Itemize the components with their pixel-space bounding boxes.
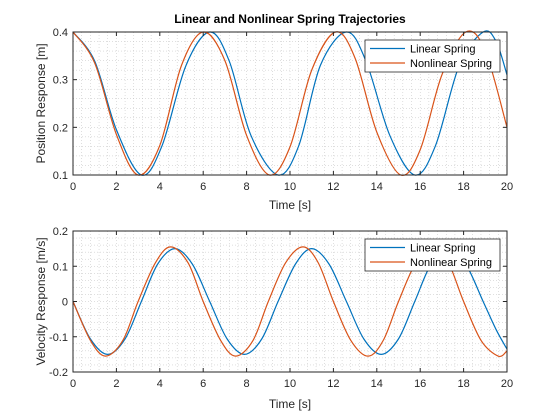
velocity-x-tick-label: 0 — [70, 378, 76, 390]
position-series-nonlinear — [72, 30, 508, 177]
velocity-y-axis-label: Velocity Response [m/s] — [34, 237, 48, 365]
velocity-x-tick-label: 10 — [284, 378, 296, 390]
velocity-y-tick-label: 0 — [62, 297, 68, 309]
velocity-y-tick-label: -0.2 — [49, 367, 68, 379]
position-x-tick-label: 2 — [113, 181, 119, 193]
position-y-axis-label: Position Response [m] — [34, 43, 48, 163]
position-x-tick-label: 8 — [244, 181, 250, 193]
position-y-tick-label: 0.3 — [53, 75, 68, 87]
position-y-tick-label: 0.2 — [53, 122, 68, 134]
position-x-tick-label: 20 — [501, 181, 513, 193]
position-y-tick-label: 0.4 — [53, 27, 68, 39]
position-legend-box — [364, 39, 501, 73]
position-x-tick-label: 16 — [414, 181, 426, 193]
velocity-x-tick-label: 20 — [501, 378, 513, 390]
position-y-tick-label: 0.1 — [53, 170, 68, 182]
position-legend: Linear Spring Nonlinear Spring — [364, 39, 501, 73]
velocity-legend: Linear Spring Nonlinear Spring — [364, 238, 501, 272]
position-x-tick-label: 18 — [457, 181, 469, 193]
velocity-legend-label-linear: Linear Spring — [410, 243, 475, 255]
velocity-legend-box — [364, 238, 501, 272]
velocity-x-axis-label: Time [s] — [269, 397, 311, 411]
position-x-tick-label: 12 — [327, 181, 339, 193]
position-ticks: 0 2 4 6 8 10 12 14 16 18 20 0.1 0.2 0.3 0.4 — [53, 27, 513, 193]
position-legend-label-linear: Linear Spring — [410, 44, 475, 56]
chart-title: Linear and Nonlinear Spring Trajectories — [174, 12, 406, 26]
velocity-legend-label-nonlinear: Nonlinear Spring — [410, 257, 492, 269]
position-x-tick-label: 10 — [284, 181, 296, 193]
velocity-x-tick-label: 18 — [457, 378, 469, 390]
velocity-x-tick-label: 4 — [157, 378, 163, 390]
velocity-ticks: 0 2 4 6 8 10 12 14 16 18 20 -0.2 -0.1 0 0.1 0.2 — [49, 226, 513, 390]
position-x-tick-label: 0 — [70, 181, 76, 193]
velocity-x-tick-label: 6 — [200, 378, 206, 390]
velocity-y-tick-label: 0.2 — [53, 226, 68, 238]
position-x-tick-label: 14 — [371, 181, 383, 193]
position-subplot: Linear and Nonlinear Spring Trajectories… — [34, 12, 513, 212]
position-x-tick-label: 6 — [200, 181, 206, 193]
velocity-x-tick-label: 2 — [113, 378, 119, 390]
velocity-subplot: 0 2 4 6 8 10 12 14 16 18 20 -0.2 -0.1 0 0.1 0.2 Time [s… — [34, 226, 513, 411]
position-x-axis-label: Time [s] — [269, 198, 311, 212]
position-legend-label-nonlinear: Nonlinear Spring — [410, 58, 492, 70]
position-x-tick-label: 4 — [157, 181, 163, 193]
velocity-x-tick-label: 12 — [327, 378, 339, 390]
velocity-y-tick-label: -0.1 — [49, 332, 68, 344]
position-lines — [72, 30, 508, 177]
velocity-x-tick-label: 8 — [244, 378, 250, 390]
position-series-linear — [72, 30, 508, 176]
velocity-x-tick-label: 16 — [414, 378, 426, 390]
velocity-y-tick-label: 0.1 — [53, 261, 68, 273]
velocity-x-tick-label: 14 — [371, 378, 383, 390]
